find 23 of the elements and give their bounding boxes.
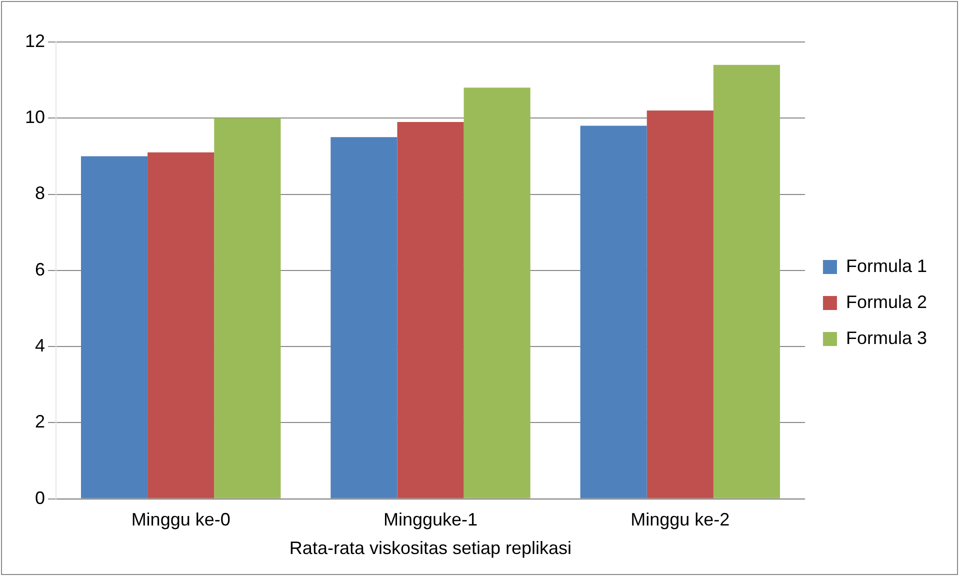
y-tick-label: 10 xyxy=(24,107,46,128)
bar xyxy=(214,118,281,498)
y-tick-label: 6 xyxy=(35,259,46,280)
bar xyxy=(713,64,780,498)
legend-label: Formula 1 xyxy=(846,256,928,276)
x-tick-label: Minggu ke-0 xyxy=(131,510,230,530)
y-tick-label: 4 xyxy=(35,336,46,356)
bar xyxy=(646,110,714,498)
bar xyxy=(148,152,214,498)
x-tick-label: Mingguke-1 xyxy=(383,510,478,530)
x-axis-title: Rata-rata viskositas setiap replikasi xyxy=(289,538,572,558)
bar xyxy=(80,156,148,498)
bar xyxy=(397,122,464,498)
x-tick-label: Minggu ke-2 xyxy=(630,510,730,530)
bar xyxy=(330,137,398,498)
y-tick-label: 2 xyxy=(35,412,46,432)
legend-label: Formula 3 xyxy=(846,328,928,348)
y-tick-label: 0 xyxy=(35,488,46,508)
bar xyxy=(464,88,530,498)
legend-label: Formula 2 xyxy=(846,292,928,312)
y-tick-label: 12 xyxy=(24,30,46,51)
y-tick-label: 8 xyxy=(35,183,46,204)
bar xyxy=(580,126,647,498)
